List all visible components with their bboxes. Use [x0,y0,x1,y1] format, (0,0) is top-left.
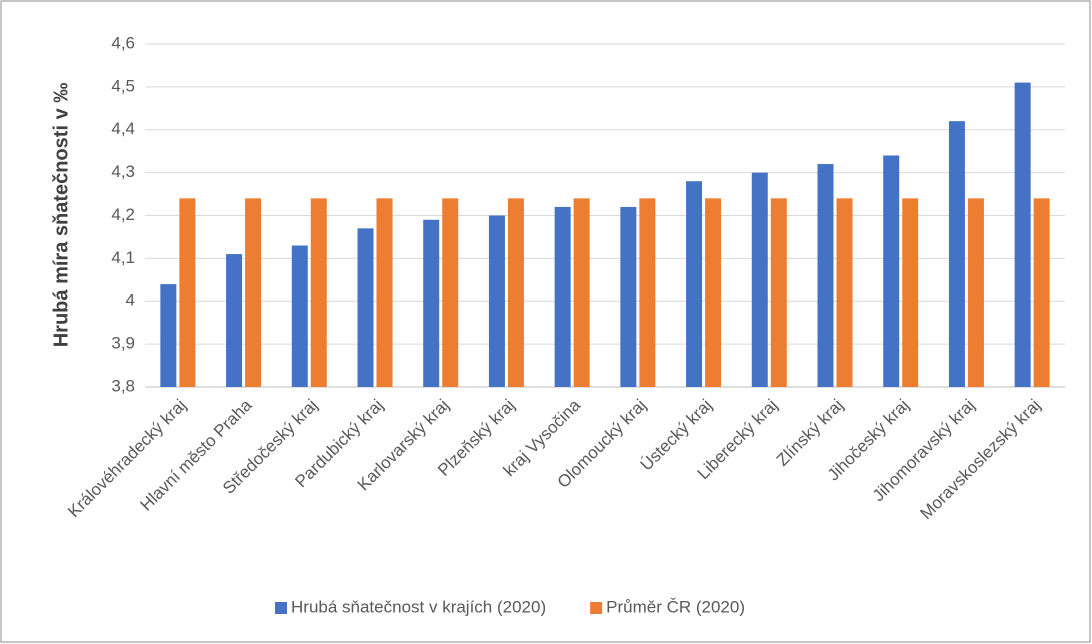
legend-label: Hrubá sňatečnost v krajích (2020) [291,597,546,616]
bar [488,215,505,387]
bar [423,219,440,387]
bar [226,254,243,387]
legend-label: Průměr ČR (2020) [606,597,745,616]
bar [507,198,524,387]
bar [573,198,590,387]
y-tick-label: 4,4 [111,119,135,138]
bar [705,198,722,387]
bar [770,198,787,387]
bar [751,172,768,387]
y-tick-label: 4,2 [111,205,135,224]
y-tick-label: 4,5 [111,76,135,95]
bar [967,198,984,387]
bar [310,198,327,387]
bar [245,198,262,387]
bar [620,206,637,387]
legend-swatch [590,602,603,614]
bar [179,198,196,387]
bar [948,121,965,388]
bar [1014,82,1031,388]
bar [686,181,703,387]
bar [836,198,853,387]
bar [291,245,308,387]
y-axis-title: Hrubá míra sňatečnosti v ‰ [50,83,72,348]
bar [376,198,393,387]
y-tick-label: 4,6 [111,33,135,52]
y-tick-label: 3,9 [111,334,135,353]
bar [554,206,571,387]
y-tick-label: 4 [126,291,135,310]
bar [160,284,177,387]
bar [1033,198,1050,387]
y-tick-label: 4,3 [111,162,135,181]
bar [442,198,459,387]
y-tick-label: 4,1 [111,248,135,267]
bar [883,155,900,387]
y-tick-label: 3,8 [111,376,135,395]
bar [817,164,834,387]
legend-swatch [275,602,287,614]
bar [639,198,656,387]
bar [357,228,374,387]
bar [902,198,919,387]
